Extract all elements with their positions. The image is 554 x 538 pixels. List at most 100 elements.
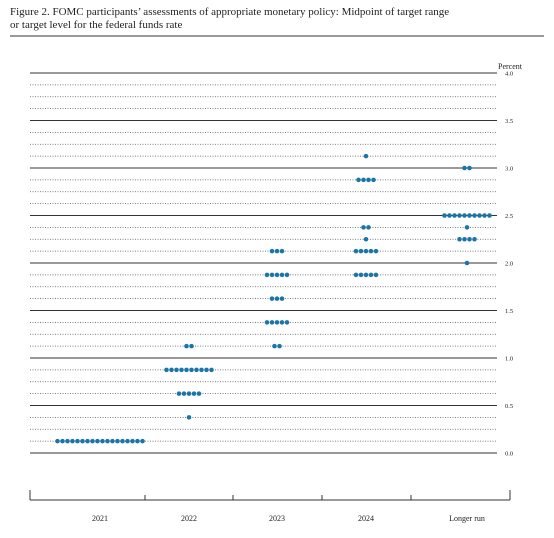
dot — [368, 248, 374, 254]
dot — [272, 343, 277, 349]
dot — [363, 248, 369, 254]
dot — [55, 438, 60, 444]
dot — [110, 438, 115, 444]
dot — [186, 391, 192, 396]
dot — [373, 272, 379, 278]
dot — [204, 367, 209, 373]
dot — [135, 438, 140, 444]
dot — [115, 438, 120, 444]
y-tick-label: 1.0 — [505, 356, 513, 363]
y-tick-label: 0.0 — [505, 451, 513, 458]
y-tick-label: 2.0 — [505, 261, 513, 268]
dot — [363, 272, 369, 278]
dot — [125, 438, 130, 444]
x-tick-label: 2022 — [181, 514, 197, 523]
dot — [176, 391, 182, 396]
dot — [464, 225, 470, 230]
dot — [65, 438, 70, 444]
dot — [105, 438, 110, 444]
y-tick-label: 2.5 — [505, 213, 513, 220]
dot — [196, 391, 202, 396]
dot — [467, 236, 472, 242]
x-tick-label: 2023 — [269, 514, 285, 523]
dot — [269, 248, 275, 254]
dot — [189, 343, 194, 349]
dot — [209, 367, 214, 373]
x-tick-label: Longer run — [449, 514, 485, 523]
chart-title: Figure 2. FOMC participants’ assessments… — [10, 6, 449, 18]
dot — [447, 213, 452, 218]
dot — [279, 248, 285, 254]
dot — [361, 177, 366, 183]
dot — [371, 177, 376, 183]
dot — [368, 272, 374, 278]
dot — [80, 438, 85, 444]
dot — [353, 272, 359, 278]
dot — [184, 343, 189, 349]
dot — [361, 225, 366, 230]
dot — [358, 272, 364, 278]
dot — [181, 391, 187, 396]
dot — [184, 367, 189, 373]
dot — [269, 320, 275, 325]
dot — [467, 213, 472, 218]
dot — [464, 260, 470, 266]
dot — [194, 367, 199, 373]
dot — [472, 213, 477, 218]
dot — [186, 415, 192, 420]
dot — [95, 438, 100, 444]
dot — [467, 165, 472, 171]
dot — [284, 320, 290, 325]
dot — [189, 367, 194, 373]
y-tick-label: 3.0 — [505, 166, 513, 173]
x-tick-label: 2024 — [358, 514, 374, 523]
dot — [472, 236, 477, 242]
dot — [269, 296, 275, 301]
dot — [100, 438, 105, 444]
dot — [90, 438, 95, 444]
y-tick-label: 3.5 — [505, 118, 513, 125]
dot — [274, 248, 280, 254]
dot — [191, 391, 197, 396]
dot — [120, 438, 125, 444]
dot — [366, 225, 371, 230]
dot — [284, 272, 290, 278]
dot — [277, 343, 282, 349]
dot — [452, 213, 457, 218]
dot — [70, 438, 75, 444]
dot — [274, 296, 280, 301]
chart-subtitle: or target level for the federal funds ra… — [10, 19, 182, 31]
dot — [279, 272, 285, 278]
dot — [457, 213, 462, 218]
dot — [279, 296, 285, 301]
dot — [353, 248, 359, 254]
y-tick-label: 1.5 — [505, 308, 513, 315]
dot — [457, 236, 462, 242]
x-tick-label: 2021 — [92, 514, 108, 523]
dot — [179, 367, 184, 373]
dot — [85, 438, 90, 444]
dot — [199, 367, 204, 373]
dot — [264, 272, 270, 278]
dot — [130, 438, 135, 444]
dot — [462, 165, 467, 171]
dot — [356, 177, 361, 183]
dot — [487, 213, 492, 218]
dot — [442, 213, 447, 218]
dot — [264, 320, 270, 325]
dot — [366, 177, 371, 183]
y-axis-label: Percent — [498, 62, 523, 71]
dot — [279, 320, 285, 325]
y-tick-label: 4.0 — [505, 71, 513, 78]
dot — [269, 272, 275, 278]
dot — [358, 248, 364, 254]
dot — [462, 213, 467, 218]
dot — [363, 236, 369, 242]
dot — [373, 248, 379, 254]
dot — [174, 367, 179, 373]
dot — [363, 153, 369, 159]
dot — [274, 320, 280, 325]
dot — [169, 367, 174, 373]
dot — [482, 213, 487, 218]
